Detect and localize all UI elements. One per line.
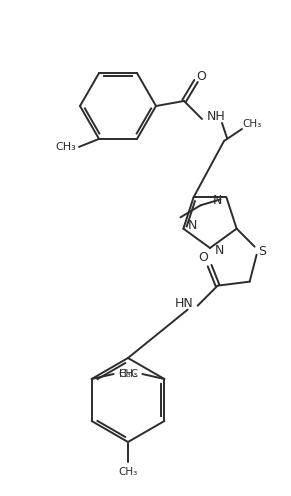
Text: CH₃: CH₃	[242, 119, 262, 129]
Text: O: O	[196, 69, 206, 82]
Text: CH₃: CH₃	[118, 369, 137, 379]
Text: NH: NH	[207, 111, 225, 124]
Text: N: N	[214, 245, 224, 257]
Text: O: O	[199, 251, 209, 264]
Text: N: N	[188, 219, 197, 232]
Text: CH₃: CH₃	[56, 142, 76, 152]
Text: H₃C: H₃C	[119, 369, 138, 379]
Text: N: N	[213, 194, 222, 207]
Text: HN: HN	[174, 297, 193, 310]
Text: CH₃: CH₃	[118, 467, 138, 477]
Text: S: S	[258, 245, 266, 258]
